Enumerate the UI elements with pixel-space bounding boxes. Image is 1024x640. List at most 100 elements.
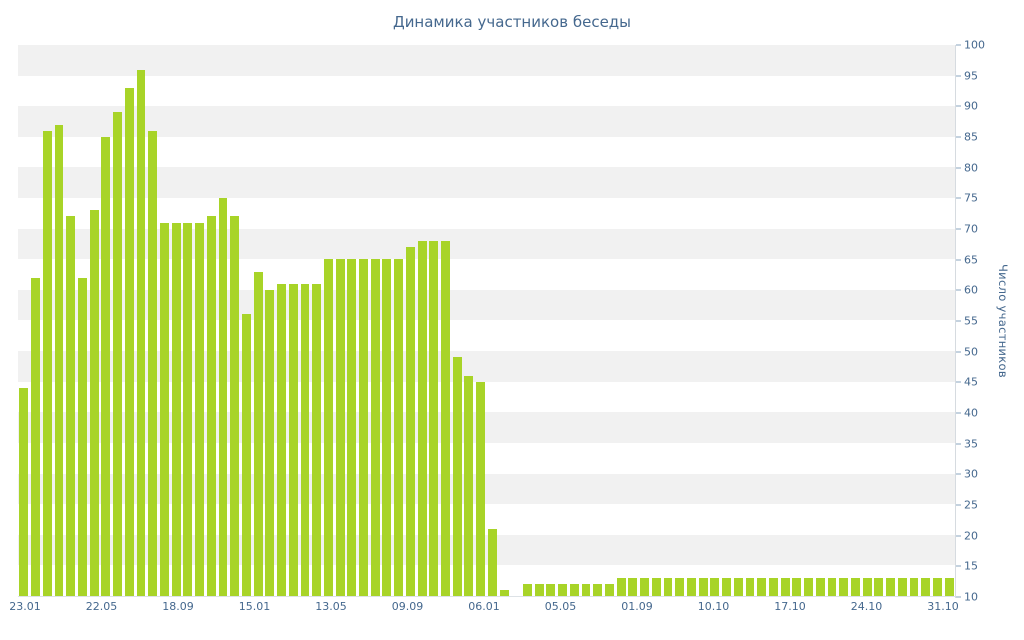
bar[interactable] (323, 259, 333, 596)
bar[interactable] (874, 577, 884, 596)
bar[interactable] (19, 387, 29, 596)
bar[interactable] (241, 314, 251, 596)
bar[interactable] (312, 283, 322, 596)
y-tick: 50 (956, 346, 978, 357)
y-tick-mark (956, 596, 961, 598)
bar[interactable] (195, 222, 204, 596)
bar[interactable] (546, 583, 556, 596)
bar[interactable] (253, 271, 263, 596)
bar[interactable] (265, 289, 275, 596)
bar[interactable] (206, 216, 216, 596)
bar[interactable] (815, 577, 825, 596)
bar[interactable] (148, 130, 158, 596)
bar[interactable] (558, 583, 568, 596)
bar[interactable] (710, 577, 720, 596)
bar[interactable] (616, 577, 626, 596)
bar[interactable] (42, 130, 52, 596)
bar[interactable] (382, 259, 392, 596)
bar[interactable] (523, 583, 532, 596)
bar[interactable] (335, 259, 345, 596)
bar[interactable] (429, 240, 439, 596)
bar[interactable] (827, 577, 837, 596)
bar[interactable] (441, 240, 450, 596)
bar[interactable] (124, 87, 134, 596)
bar[interactable] (698, 577, 708, 596)
bar[interactable] (417, 240, 427, 596)
bar[interactable] (687, 577, 696, 596)
bar[interactable] (230, 216, 240, 596)
bar[interactable] (640, 577, 650, 596)
bar[interactable] (89, 210, 99, 596)
bar[interactable] (663, 577, 673, 596)
bar[interactable] (862, 577, 872, 596)
bar[interactable] (136, 69, 146, 596)
bar[interactable] (300, 283, 310, 596)
bar[interactable] (909, 577, 919, 596)
bar[interactable] (534, 583, 544, 596)
bar[interactable] (405, 247, 415, 596)
y-tick-mark (956, 412, 961, 414)
bar[interactable] (370, 259, 380, 596)
bar[interactable] (628, 577, 638, 596)
bar[interactable] (780, 577, 790, 596)
y-tick: 15 (956, 561, 978, 572)
bar[interactable] (487, 528, 497, 596)
y-tick-label: 15 (964, 559, 978, 573)
bar[interactable] (31, 277, 40, 596)
bar[interactable] (288, 283, 298, 596)
bar[interactable] (54, 124, 64, 596)
bar[interactable] (921, 577, 931, 596)
x-tick-label: 10.10 (697, 600, 730, 613)
bar[interactable] (593, 583, 603, 596)
bar[interactable] (581, 583, 591, 596)
bar[interactable] (464, 375, 474, 596)
x-tick-label: 05.05 (544, 600, 577, 613)
x-tick-label: 23.01 (9, 600, 41, 613)
y-tick-label: 50 (964, 345, 978, 359)
bar[interactable] (605, 583, 614, 596)
bar[interactable] (359, 259, 368, 596)
bar[interactable] (171, 222, 181, 596)
bar[interactable] (757, 577, 767, 596)
bar[interactable] (944, 577, 954, 596)
y-tick: 80 (956, 162, 978, 173)
bar[interactable] (66, 216, 76, 596)
bar[interactable] (394, 259, 404, 596)
bar[interactable] (745, 577, 755, 596)
bar[interactable] (804, 577, 814, 596)
x-tick-label: 09.09 (391, 600, 424, 613)
bar[interactable] (347, 259, 357, 596)
bar[interactable] (651, 577, 661, 596)
bar[interactable] (675, 577, 685, 596)
bar[interactable] (839, 577, 849, 596)
bar[interactable] (101, 136, 111, 596)
y-axis: 100 95 90 85 80 75 70 65 60 55 50 45 40 35 30 25 20 15 10 (956, 40, 1016, 603)
bar[interactable] (183, 222, 193, 596)
bar[interactable] (792, 577, 802, 596)
bar[interactable] (569, 583, 579, 596)
bar[interactable] (218, 198, 228, 596)
y-tick: 75 (956, 193, 978, 204)
plot-area (18, 45, 955, 597)
bar[interactable] (886, 577, 896, 596)
bar[interactable] (77, 277, 87, 596)
bar[interactable] (113, 112, 122, 596)
bar[interactable] (932, 577, 942, 596)
bar[interactable] (897, 577, 907, 596)
bar[interactable] (769, 577, 778, 596)
bar[interactable] (476, 381, 486, 596)
bar[interactable] (722, 577, 732, 596)
grid-band (18, 412, 955, 443)
bar[interactable] (452, 357, 462, 596)
x-tick-label: 15.01 (238, 600, 271, 613)
y-tick: 70 (956, 224, 978, 235)
bar[interactable] (499, 589, 509, 596)
bar[interactable] (159, 222, 169, 596)
bar[interactable] (850, 577, 860, 596)
bar[interactable] (733, 577, 743, 596)
y-tick-mark (956, 105, 961, 107)
y-tick-label: 60 (964, 283, 978, 297)
bar[interactable] (277, 283, 286, 596)
y-tick-label: 30 (964, 467, 978, 481)
